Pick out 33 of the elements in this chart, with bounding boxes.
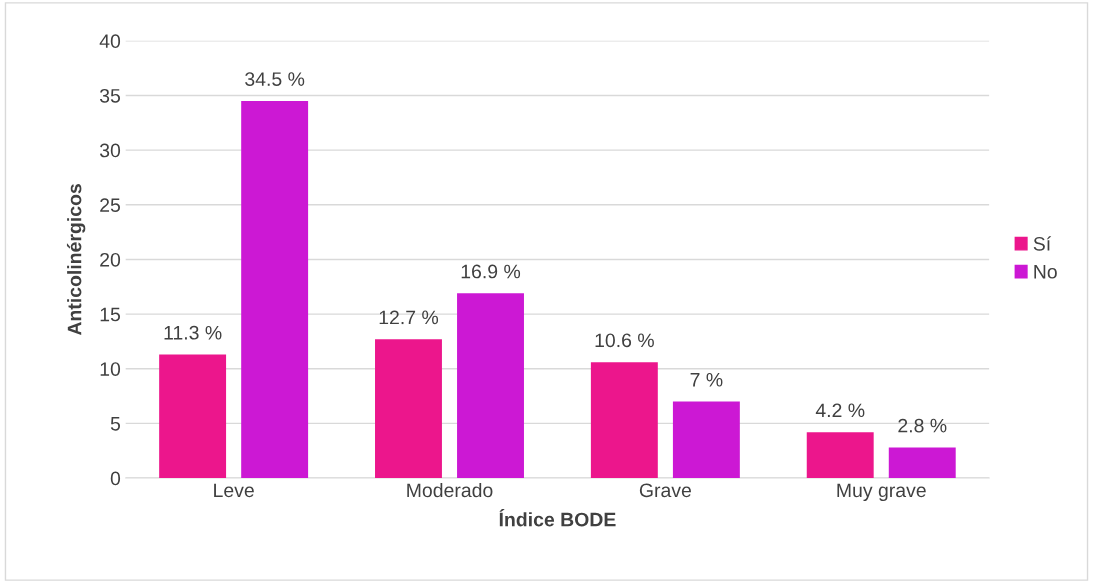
data-label: 7 % [690, 372, 723, 387]
data-label: 16.9 % [461, 264, 521, 279]
x-axis-title: Índice BODE [499, 509, 616, 527]
data-label: 34.5 % [245, 72, 305, 86]
x-tick-label: Grave [639, 483, 691, 498]
data-label: 12.7 % [379, 310, 439, 325]
data-label: 2.8 % [898, 418, 947, 433]
legend-label: Sí [1033, 236, 1052, 251]
y-tick-label: 20 [100, 252, 121, 267]
x-tick-label: Leve [214, 483, 254, 498]
data-label: 10.6 % [595, 333, 654, 348]
bar [590, 362, 658, 479]
y-tick-label: 25 [100, 198, 121, 213]
y-tick-label: 0 [110, 471, 121, 486]
legend-label: No [1034, 265, 1057, 279]
bar [241, 100, 309, 479]
bar [457, 293, 524, 479]
bar [672, 401, 740, 479]
x-tick-label: Moderado [407, 482, 493, 498]
y-tick-label: 30 [99, 143, 121, 158]
bar [375, 339, 442, 479]
y-tick-label: 10 [100, 362, 121, 376]
y-tick-label: 5 [110, 417, 121, 431]
bar [888, 447, 956, 479]
bar [806, 432, 874, 479]
y-tick-label: 15 [100, 307, 121, 322]
x-tick-label: Muy grave [837, 483, 926, 502]
y-tick-label: 40 [99, 34, 121, 49]
data-label: 4.2 % [815, 403, 865, 418]
y-axis-title: Anticolinérgicos [66, 184, 86, 336]
bar [159, 354, 227, 479]
data-label: 11.3 % [164, 325, 222, 340]
y-tick-label: 35 [99, 88, 121, 103]
